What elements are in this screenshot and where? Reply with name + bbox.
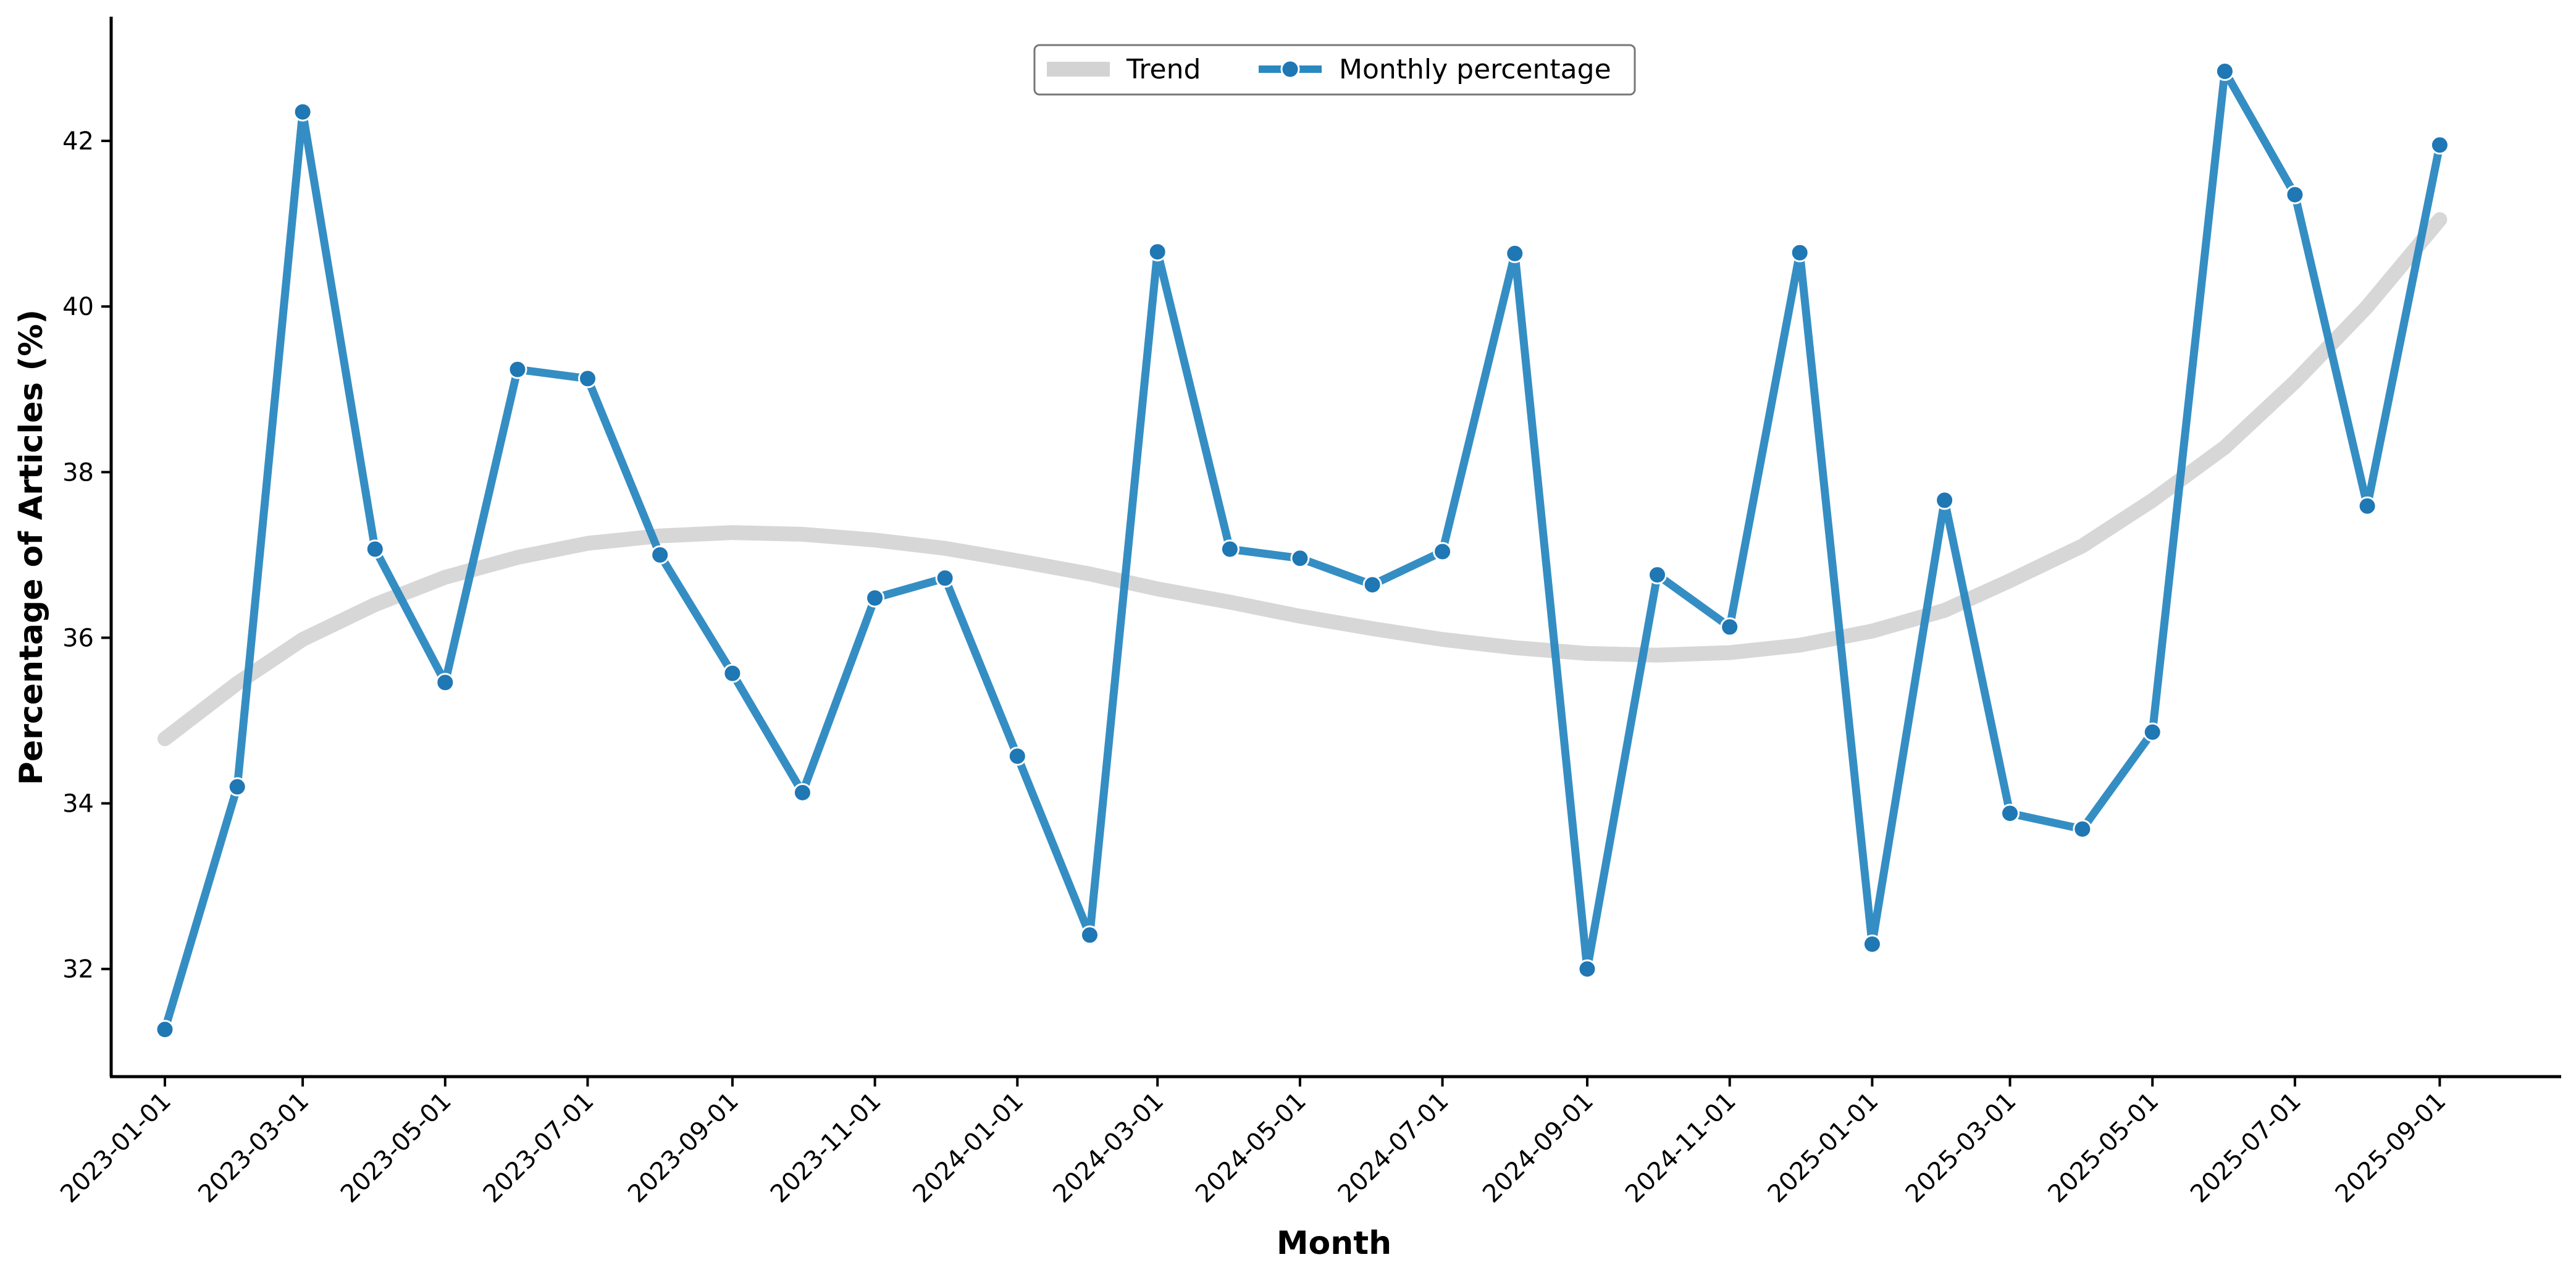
x-tick-label: 2023-01-01 — [55, 1087, 177, 1209]
monthly-percentage-point — [155, 1020, 175, 1040]
y-tick-label: 38 — [62, 458, 94, 487]
trend-line — [157, 212, 2448, 746]
x-tick-label: 2023-09-01 — [623, 1087, 744, 1209]
monthly-percentage-point — [2215, 62, 2234, 81]
y-tick-label: 42 — [62, 127, 94, 156]
y-tick-label: 32 — [62, 956, 94, 984]
x-tick-label: 2024-03-01 — [1047, 1087, 1169, 1209]
x-tick-label: 2024-01-01 — [907, 1087, 1029, 1209]
monthly-percentage-point — [2073, 819, 2092, 839]
monthly-percentage-point — [1147, 242, 1167, 262]
monthly-percentage-point — [1362, 575, 1382, 595]
y-tick-label: 40 — [62, 293, 94, 321]
monthly-percentage-point — [865, 588, 885, 608]
x-tick-label: 2023-11-01 — [765, 1087, 887, 1209]
monthly-percentage-point — [1935, 490, 1955, 510]
monthly-percentage-point — [2430, 135, 2449, 155]
monthly-percentage-point — [1290, 549, 1310, 568]
x-tick-label: 2025-05-01 — [2042, 1087, 2164, 1209]
y-tick-label: 36 — [62, 624, 94, 652]
legend-monthly-label: Monthly percentage — [1339, 54, 1611, 85]
x-tick-label: 2024-09-01 — [1477, 1087, 1599, 1209]
x-axis-ticks: 2023-01-01 2023-03-01 2023-05-01 2023-07-01… — [55, 1077, 2451, 1208]
x-tick-label: 2025-01-01 — [1763, 1087, 1884, 1209]
monthly-percentage-point — [1862, 935, 1882, 954]
series-layer — [155, 62, 2449, 1040]
monthly-percentage-point — [935, 568, 955, 588]
legend: Trend Monthly percentage — [1033, 44, 1636, 96]
plot-area: 32 34 36 38 40 42 2023-01-01 2023-03-01 2023-05… — [55, 17, 2561, 1208]
monthly-percentage-point — [1007, 746, 1027, 766]
x-tick-label: 2024-11-01 — [1620, 1087, 1742, 1209]
x-tick-label: 2023-05-01 — [335, 1087, 457, 1209]
x-tick-label: 2024-07-01 — [1333, 1087, 1454, 1209]
monthly-percentage-point — [2000, 804, 2020, 823]
monthly-percentage-point — [2142, 722, 2162, 742]
x-tick-label: 2025-03-01 — [1900, 1087, 2022, 1209]
monthly-percentage-point — [1648, 565, 1667, 585]
x-tick-label: 2024-05-01 — [1190, 1087, 1312, 1209]
monthly-percentage-point — [578, 369, 597, 389]
monthly-percentage-point — [1080, 925, 1099, 945]
monthly-percentage-point — [1577, 959, 1597, 979]
monthly-percentage-point — [508, 359, 527, 379]
legend-monthly-marker — [1280, 59, 1300, 79]
monthly-percentage-point — [365, 539, 385, 559]
monthly-percentage-point — [293, 102, 313, 122]
x-tick-label: 2023-03-01 — [193, 1087, 314, 1209]
monthly-percentage-point — [1505, 243, 1525, 263]
monthly-percentage-point — [1433, 542, 1453, 561]
legend-box — [1033, 44, 1636, 96]
x-axis-title: Month — [1277, 1225, 1391, 1262]
monthly-percentage-point — [1790, 243, 1810, 263]
monthly-percentage-point — [227, 777, 247, 797]
y-tick-label: 34 — [62, 790, 94, 818]
monthly-percentage-point — [2285, 185, 2305, 204]
x-tick-label: 2025-09-01 — [2330, 1087, 2452, 1209]
monthly-percentage-point — [2357, 496, 2377, 516]
x-tick-label: 2023-07-01 — [478, 1087, 600, 1209]
monthly-percentage-point — [1220, 539, 1240, 559]
y-axis-title: Percentage of Articles (%) — [13, 309, 50, 785]
monthly-percentage-point — [435, 673, 455, 692]
monthly-percentage-point — [723, 663, 742, 683]
monthly-percentage-point — [650, 545, 670, 565]
monthly-percentage-point — [1720, 617, 1740, 637]
y-axis-ticks: 32 34 36 38 40 42 — [62, 127, 111, 984]
monthly-percentage-point — [792, 783, 812, 802]
x-tick-label: 2025-07-01 — [2185, 1087, 2307, 1209]
legend-trend-label: Trend — [1126, 54, 1201, 85]
